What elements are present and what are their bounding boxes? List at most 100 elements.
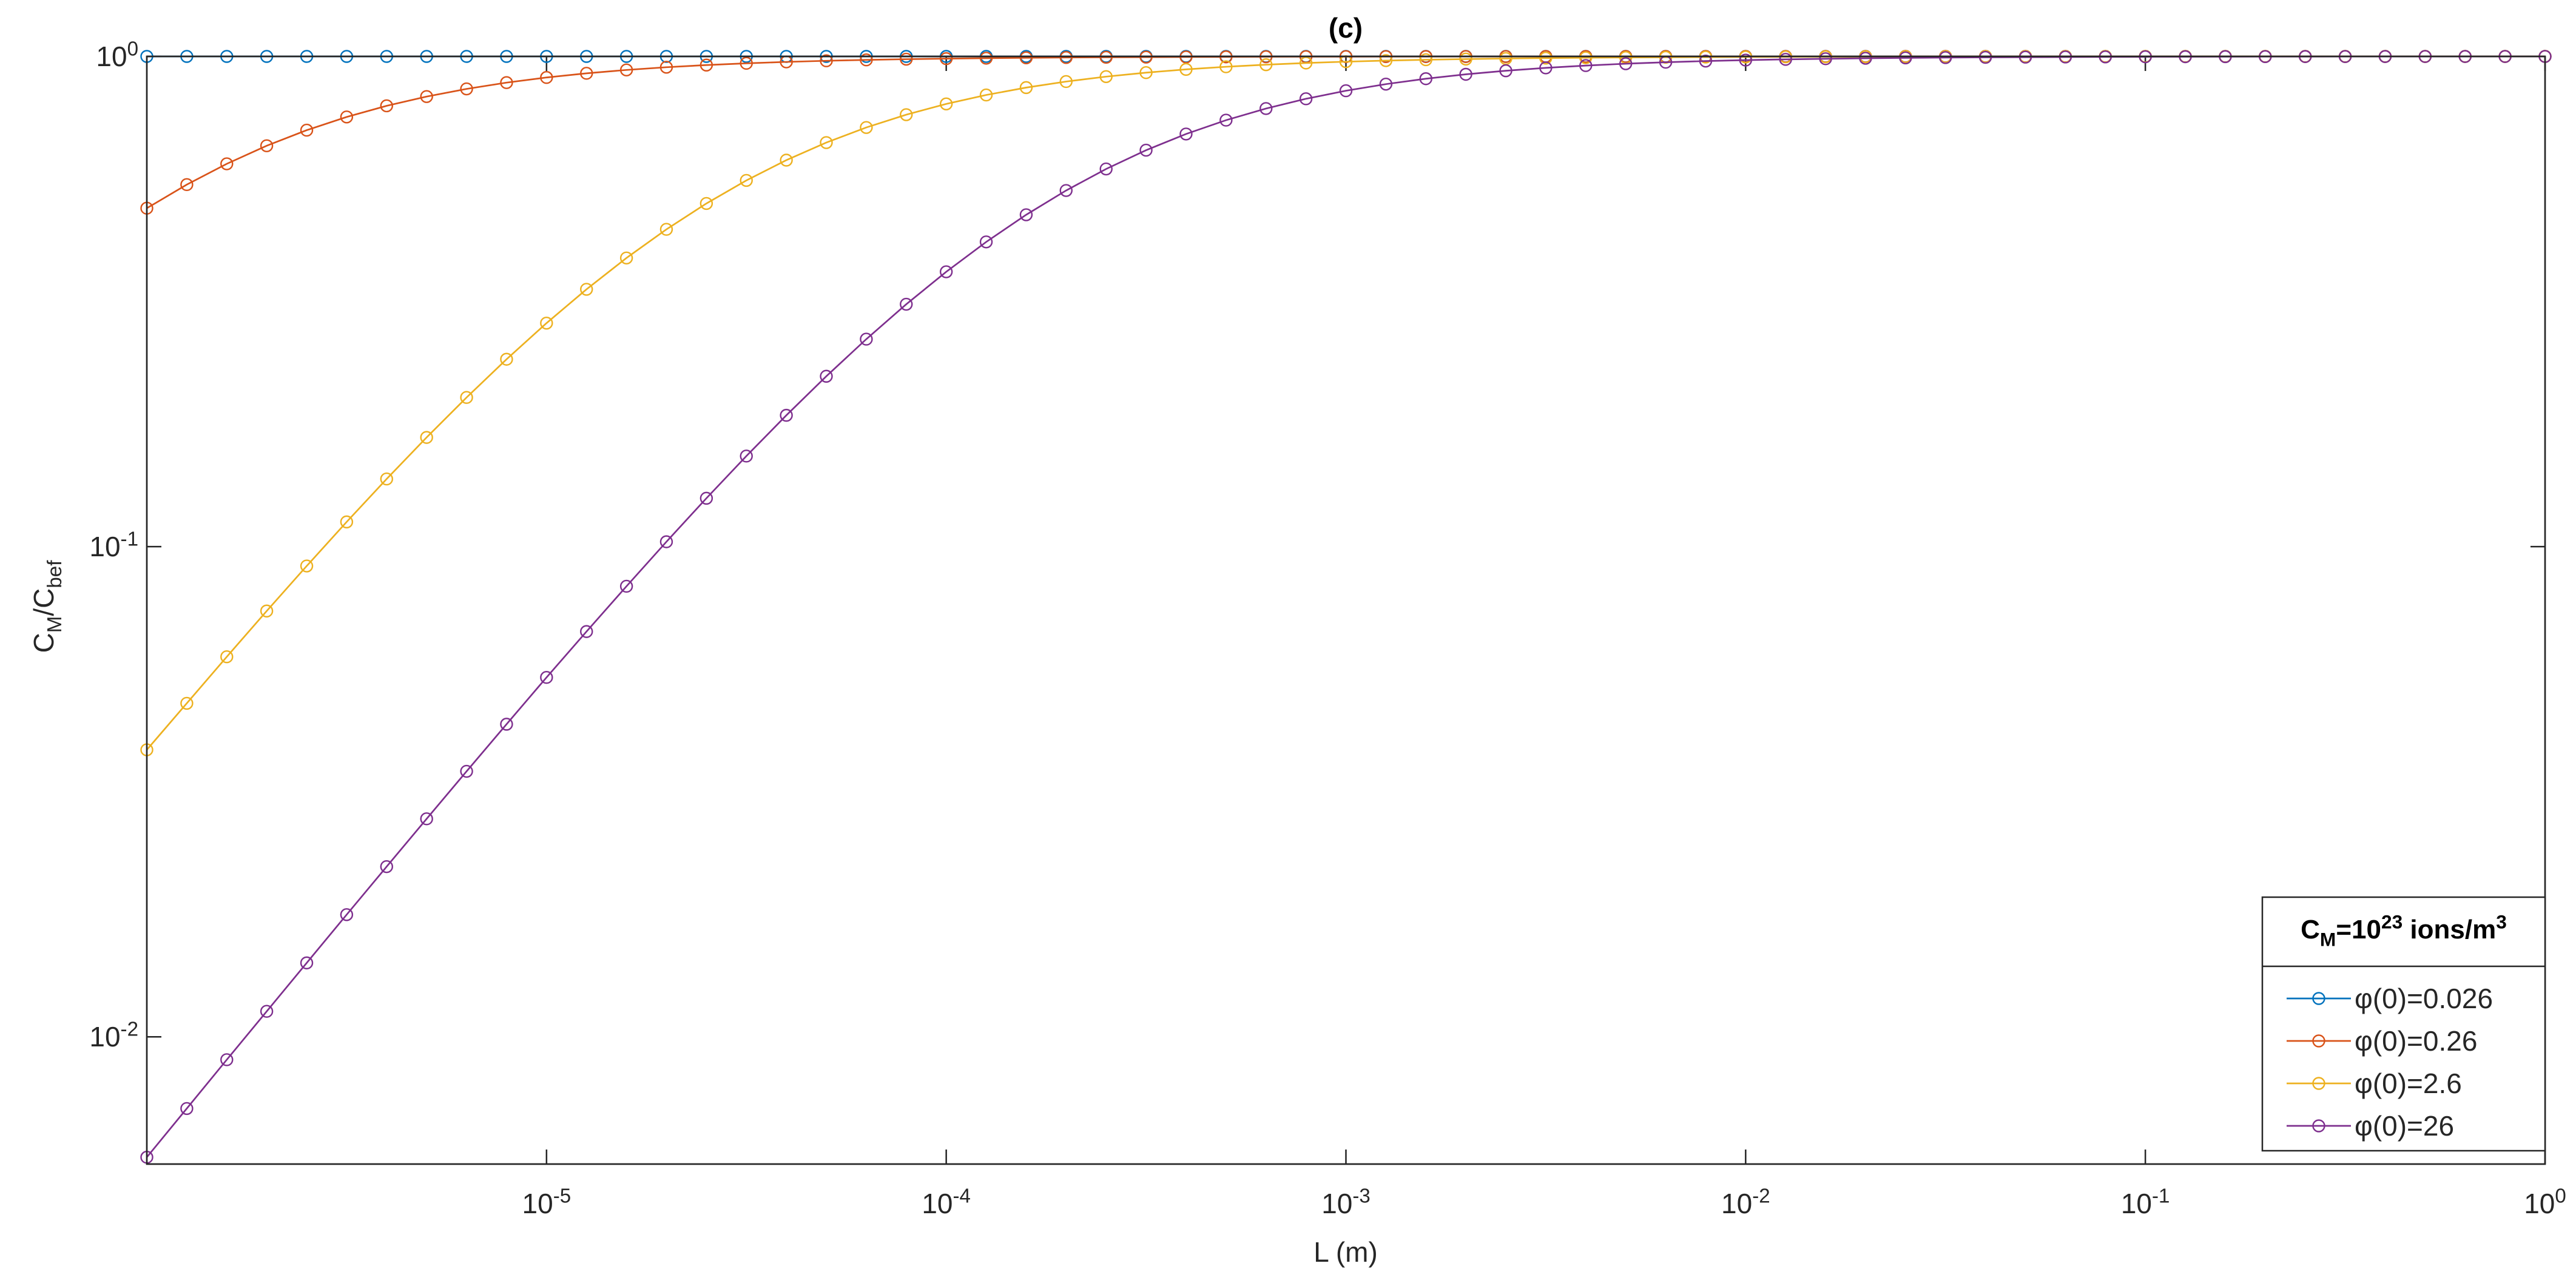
data-point — [180, 178, 194, 192]
data-point — [340, 110, 354, 124]
y-tick-label: 10-2 — [89, 1018, 138, 1052]
data-point — [659, 223, 673, 236]
data-point — [380, 860, 393, 874]
data-point — [300, 559, 314, 573]
data-point — [1819, 52, 1832, 66]
data-point — [1099, 50, 1113, 64]
data-point — [1219, 113, 1233, 127]
legend-marker — [2312, 1077, 2325, 1090]
data-point — [1059, 184, 1073, 197]
data-point — [619, 251, 633, 264]
data-point — [1978, 50, 1992, 64]
data-point — [820, 54, 833, 67]
legend-label: φ(0)=2.6 — [2355, 1068, 2462, 1099]
data-point — [580, 67, 593, 80]
data-point — [540, 670, 553, 684]
data-point — [1059, 51, 1073, 64]
data-point — [420, 812, 433, 826]
x-tick-label: 10-1 — [2121, 1185, 2170, 1219]
data-point — [1539, 61, 1553, 75]
data-point — [260, 1005, 274, 1018]
data-point — [1259, 102, 1273, 115]
data-point — [1259, 58, 1273, 72]
data-point — [1339, 84, 1353, 98]
data-point — [1859, 52, 1872, 65]
data-point — [939, 52, 953, 66]
data-point — [860, 332, 873, 346]
data-point — [1579, 51, 1593, 64]
data-point — [860, 121, 873, 134]
data-point — [1499, 64, 1512, 78]
data-point — [659, 61, 673, 74]
data-point — [1619, 57, 1633, 70]
data-point — [780, 153, 793, 167]
y-tick-label: 100 — [96, 38, 138, 72]
data-point — [900, 52, 913, 66]
data-point — [180, 696, 194, 710]
data-point — [820, 136, 833, 149]
data-point — [700, 197, 713, 210]
data-point — [1019, 81, 1033, 95]
data-point — [380, 99, 393, 113]
data-point — [500, 718, 513, 731]
data-point — [460, 82, 473, 96]
data-point — [540, 316, 553, 330]
data-point — [1099, 70, 1113, 83]
data-point — [1299, 56, 1313, 70]
data-point — [740, 173, 753, 187]
data-point — [220, 1053, 234, 1066]
x-tick-label: 100 — [2524, 1185, 2566, 1219]
data-point — [300, 956, 314, 970]
plot-area-border — [146, 55, 2546, 1165]
legend-title: CM=1023 ions/m3 — [2301, 911, 2507, 950]
y-tick-label: 10-1 — [89, 528, 138, 562]
data-point — [500, 352, 513, 366]
data-point — [900, 297, 913, 311]
data-point — [220, 650, 234, 664]
data-point — [1139, 66, 1153, 79]
data-point — [860, 53, 873, 67]
data-point — [1699, 54, 1713, 68]
legend-label: φ(0)=0.026 — [2355, 983, 2493, 1014]
data-point — [380, 472, 393, 486]
data-point — [300, 123, 314, 137]
data-point — [420, 431, 433, 444]
data-point — [979, 52, 993, 65]
data-point — [420, 90, 433, 103]
data-point — [1459, 67, 1472, 81]
data-point — [260, 604, 274, 618]
data-point — [619, 579, 633, 593]
data-point — [780, 408, 793, 422]
data-point — [939, 265, 953, 278]
data-point — [1779, 53, 1792, 66]
data-point — [1099, 162, 1113, 176]
data-point — [659, 535, 673, 548]
data-point — [1139, 143, 1153, 157]
data-point — [1579, 59, 1593, 72]
data-point — [1179, 62, 1193, 76]
data-point — [1019, 208, 1033, 221]
data-point — [1419, 72, 1432, 86]
data-point — [1939, 51, 1952, 64]
x-tick-label: 10-3 — [1321, 1185, 1371, 1219]
legend-marker — [2312, 1034, 2325, 1048]
data-point — [1539, 52, 1553, 65]
data-point — [460, 764, 473, 778]
legend-label: φ(0)=0.26 — [2355, 1025, 2477, 1057]
legend-marker — [2312, 1119, 2325, 1133]
data-point — [1379, 54, 1393, 67]
x-tick-label: 10-2 — [1721, 1185, 1770, 1219]
data-point — [740, 449, 753, 463]
legend: CM=1023 ions/m3 φ(0)=0.026 φ(0)=0.26 φ(0)=2… — [2261, 896, 2546, 1152]
data-point — [700, 491, 713, 505]
data-point — [979, 235, 993, 249]
data-point — [939, 97, 953, 111]
data-point — [1299, 92, 1313, 106]
legend-marker — [2312, 992, 2325, 1005]
data-point — [540, 71, 553, 84]
data-point — [1219, 60, 1233, 73]
data-point — [1739, 53, 1753, 67]
data-point — [500, 76, 513, 89]
